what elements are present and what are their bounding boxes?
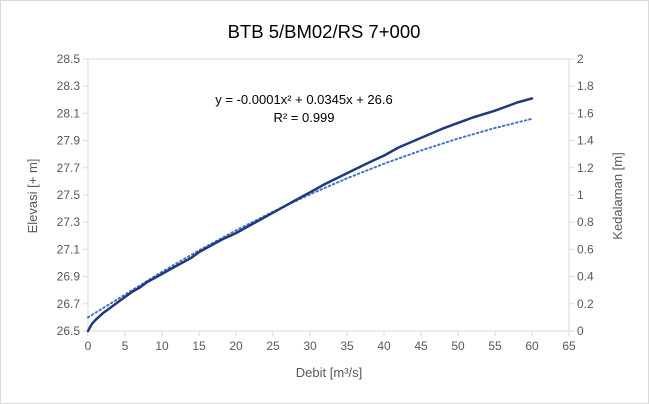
y2-tick-label: 0 xyxy=(577,324,584,338)
y-tick-label: 26.5 xyxy=(57,324,81,338)
x-tick-label: 65 xyxy=(562,339,576,353)
x-tick-label: 35 xyxy=(340,339,354,353)
y-tick-label: 27.7 xyxy=(57,161,81,175)
y-tick-label: 27.3 xyxy=(57,215,81,229)
x-tick-label: 50 xyxy=(451,339,465,353)
rating-curve-series-line xyxy=(86,97,534,333)
y2-tick-label: 0.2 xyxy=(577,297,594,311)
y2-axis-label: Kedalaman [m] xyxy=(610,152,625,239)
r-squared-label: R² = 0.999 xyxy=(273,110,334,125)
y-tick-label: 26.9 xyxy=(57,270,81,284)
series-layer xyxy=(86,97,534,333)
y2-tick-label: 1.8 xyxy=(577,79,594,93)
y-tick-label: 28.1 xyxy=(57,106,81,120)
y2-tick-label: 1.2 xyxy=(577,161,594,175)
x-tick-label: 55 xyxy=(488,339,502,353)
y-tick-label: 28.5 xyxy=(57,52,81,66)
y-tick-label: 27.1 xyxy=(57,242,81,256)
y-tick-label: 26.7 xyxy=(57,297,81,311)
y2-tick-label: 1.6 xyxy=(577,106,594,120)
y-tick-label: 27.5 xyxy=(57,188,81,202)
y2-tick-label: 0.6 xyxy=(577,242,594,256)
y-tick-label: 28.3 xyxy=(57,79,81,93)
trendline-series-line xyxy=(87,117,533,319)
y-axis-label: Elevasi [+ m] xyxy=(25,159,40,234)
y2-tick-label: 2 xyxy=(577,52,584,66)
y2-tick-label: 0.8 xyxy=(577,215,594,229)
y2-axis-ticks: 0 0.2 0.4 0.6 0.8 1 1.2 1.4 1.6 1.8 2 xyxy=(569,52,594,338)
chart-title: BTB 5/BM02/RS 7+000 xyxy=(228,21,421,42)
x-tick-label: 40 xyxy=(377,339,391,353)
x-axis-label: Debit [m³/s] xyxy=(296,365,362,380)
x-axis-ticks: 0 5 10 15 20 25 30 35 40 45 50 55 60 65 xyxy=(85,331,576,353)
x-tick-label: 15 xyxy=(192,339,206,353)
x-tick-label: 5 xyxy=(122,339,129,353)
x-tick-label: 30 xyxy=(303,339,317,353)
x-tick-label: 60 xyxy=(525,339,539,353)
y-tick-label: 27.9 xyxy=(57,134,81,148)
x-tick-label: 0 xyxy=(85,339,92,353)
y2-tick-label: 1 xyxy=(577,188,584,202)
y-axis-ticks: 26.5 26.7 26.9 27.1 27.3 27.5 27.7 27.9 28.1 28.3… xyxy=(57,52,88,338)
y2-tick-label: 1.4 xyxy=(577,134,594,148)
trendline-equation: y = -0.0001x² + 0.0345x + 26.6 xyxy=(215,92,392,107)
y2-tick-label: 0.4 xyxy=(577,270,594,284)
x-tick-label: 10 xyxy=(155,339,169,353)
x-tick-label: 45 xyxy=(414,339,428,353)
x-tick-label: 20 xyxy=(229,339,243,353)
x-tick-label: 25 xyxy=(266,339,280,353)
